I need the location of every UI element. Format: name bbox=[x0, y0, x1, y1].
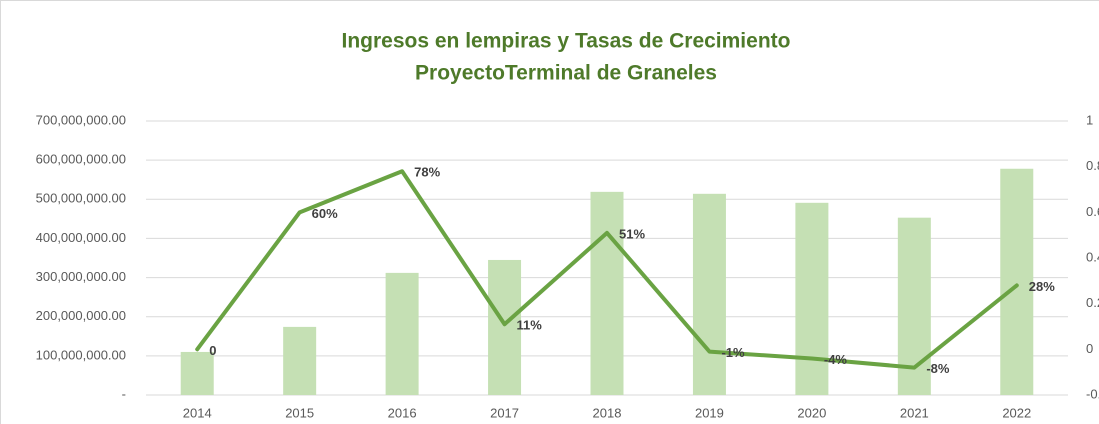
y-tick-label: 700,000,000.00 bbox=[36, 112, 126, 127]
chart-title: Ingresos en lempiras y Tasas de Crecimie… bbox=[342, 30, 791, 53]
line bbox=[195, 169, 1019, 370]
y2-tick-label: 0.4 bbox=[1086, 249, 1099, 264]
data-label: -1% bbox=[721, 345, 745, 360]
y2-tick-label: 1 bbox=[1086, 112, 1093, 127]
data-label: -8% bbox=[926, 361, 950, 376]
x-tick-label: 2018 bbox=[593, 405, 622, 420]
y-tick-label: 400,000,000.00 bbox=[36, 230, 126, 245]
y2-tick-label: 0 bbox=[1086, 341, 1093, 356]
y-tick-label: 600,000,000.00 bbox=[36, 152, 126, 167]
y-tick-label: 100,000,000.00 bbox=[36, 347, 126, 362]
y2-tick-label: 0.2 bbox=[1086, 295, 1099, 310]
x-tick-label: 2020 bbox=[797, 405, 826, 420]
x-tick-label: 2017 bbox=[490, 405, 519, 420]
data-label: 0 bbox=[209, 343, 216, 358]
y-tick-label: 200,000,000.00 bbox=[36, 308, 126, 323]
bar bbox=[590, 191, 624, 395]
y-tick-label: 500,000,000.00 bbox=[36, 191, 126, 206]
bar bbox=[795, 202, 829, 395]
data-label: -4% bbox=[824, 352, 848, 367]
x-tick-label: 2022 bbox=[1002, 405, 1031, 420]
y2-tick-label: 0.8 bbox=[1086, 158, 1099, 173]
data-label: 78% bbox=[414, 165, 440, 180]
y2-tick-label: -0.2 bbox=[1086, 386, 1099, 401]
x-tick-label: 2021 bbox=[900, 405, 929, 420]
bar bbox=[1000, 168, 1034, 395]
bar bbox=[488, 259, 522, 395]
y-tick-label: - bbox=[122, 386, 126, 401]
x-tick-label: 2015 bbox=[285, 405, 314, 420]
bar bbox=[385, 272, 419, 395]
bar bbox=[283, 326, 317, 395]
data-label: 51% bbox=[619, 226, 645, 241]
data-label: 60% bbox=[312, 206, 338, 221]
x-tick-label: 2016 bbox=[388, 405, 417, 420]
x-tick-label: 2019 bbox=[695, 405, 724, 420]
bar bbox=[180, 351, 214, 395]
data-label: 28% bbox=[1029, 279, 1055, 294]
data-label: 11% bbox=[517, 318, 543, 333]
chart-title: ProyectoTerminal de Graneles bbox=[415, 62, 717, 85]
x-tick-label: 2014 bbox=[183, 405, 212, 420]
y-tick-label: 300,000,000.00 bbox=[36, 269, 126, 284]
bar bbox=[692, 193, 726, 395]
y2-tick-label: 0.6 bbox=[1086, 204, 1099, 219]
